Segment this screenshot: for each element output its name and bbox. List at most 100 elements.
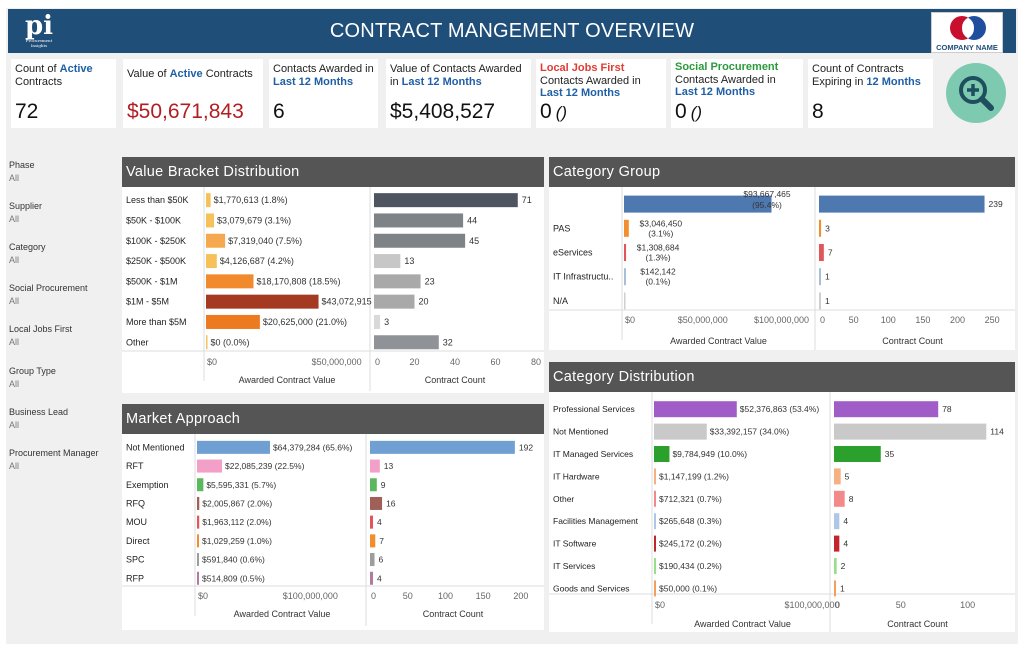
count-bar[interactable] xyxy=(370,478,377,492)
filter-procurement-manager[interactable]: Procurement Manager All xyxy=(9,448,99,471)
count-bar[interactable] xyxy=(834,535,840,552)
count-axis-tick: 80 xyxy=(531,357,541,367)
value-bar[interactable] xyxy=(197,459,223,473)
category-label: $250K - $500K xyxy=(126,256,186,266)
count-bar[interactable] xyxy=(374,233,466,248)
count-bar[interactable] xyxy=(370,459,380,473)
count-bar[interactable] xyxy=(834,468,841,485)
zoom-button[interactable] xyxy=(946,63,1006,123)
value-bar[interactable] xyxy=(197,553,199,567)
filter-label: Category xyxy=(9,242,46,252)
count-bar[interactable] xyxy=(374,213,464,228)
value-data-label: $43,072,915 (43.9%) xyxy=(322,297,406,307)
value-bar[interactable] xyxy=(654,423,707,440)
value-bar[interactable] xyxy=(206,314,260,329)
count-bar[interactable] xyxy=(819,219,822,237)
filter-value[interactable]: All xyxy=(9,461,20,471)
value-bar[interactable] xyxy=(654,558,656,574)
value-bar[interactable] xyxy=(197,515,200,529)
value-bar[interactable] xyxy=(197,496,200,510)
value-bar[interactable] xyxy=(624,219,629,237)
value-bar[interactable] xyxy=(197,478,204,492)
value-data-label: $190,434 (0.2%) xyxy=(659,561,722,571)
value-bar[interactable] xyxy=(206,335,208,350)
value-bar[interactable] xyxy=(197,440,270,454)
count-bar[interactable] xyxy=(374,335,439,350)
filter-group-type[interactable]: Group Type All xyxy=(9,366,56,389)
value-bar[interactable] xyxy=(206,274,254,289)
filter-value[interactable]: All xyxy=(9,255,20,265)
count-bar[interactable] xyxy=(374,314,381,329)
count-bar[interactable] xyxy=(374,193,518,208)
value-bar[interactable] xyxy=(624,268,626,286)
count-bar[interactable] xyxy=(370,440,515,454)
value-bar[interactable] xyxy=(206,294,319,309)
count-bar[interactable] xyxy=(370,515,374,529)
filter-category[interactable]: Category All xyxy=(9,242,46,265)
filter-social-procurement[interactable]: Social Procurement All xyxy=(9,283,88,306)
count-bar[interactable] xyxy=(374,254,401,269)
filter-value[interactable]: All xyxy=(9,420,20,430)
count-bar[interactable] xyxy=(834,580,836,597)
value-bar[interactable] xyxy=(654,535,656,552)
count-bar[interactable] xyxy=(370,553,375,567)
filter-business-lead[interactable]: Business Lead All xyxy=(9,407,68,430)
count-data-label: 35 xyxy=(885,449,895,459)
filter-value[interactable]: All xyxy=(9,214,20,224)
value-bar[interactable] xyxy=(206,254,217,269)
count-bar[interactable] xyxy=(370,571,374,585)
count-bar[interactable] xyxy=(834,446,881,462)
category-label: $100K - $250K xyxy=(126,236,186,246)
value-bar[interactable] xyxy=(206,233,226,248)
filter-local-jobs-first[interactable]: Local Jobs First All xyxy=(9,324,72,347)
count-bar[interactable] xyxy=(374,294,415,309)
count-bar[interactable] xyxy=(374,274,421,289)
value-bar[interactable] xyxy=(624,244,627,261)
count-bar[interactable] xyxy=(834,490,845,507)
filter-value[interactable]: All xyxy=(9,296,20,306)
value-bar[interactable] xyxy=(654,468,656,485)
count-data-label: 1 xyxy=(840,583,845,593)
count-bar[interactable] xyxy=(819,244,824,261)
value-bar[interactable] xyxy=(197,534,199,548)
filter-supplier[interactable]: Supplier All xyxy=(9,201,42,224)
value-bar[interactable] xyxy=(654,490,656,507)
count-data-label: 23 xyxy=(425,276,435,286)
filter-label: Supplier xyxy=(9,201,43,211)
kpi-awarded-count: Contacts Awarded in Last 12 Months 6 xyxy=(269,59,378,128)
value-data-label: $1,770,613 (1.8%) xyxy=(214,195,288,205)
filter-label: Business Lead xyxy=(9,407,69,417)
count-bar[interactable] xyxy=(819,195,985,213)
company-logo-icon xyxy=(950,16,986,40)
count-bar[interactable] xyxy=(834,558,837,574)
filter-label: Local Jobs First xyxy=(9,324,73,334)
value-bar[interactable] xyxy=(206,213,215,228)
count-bar[interactable] xyxy=(819,292,821,310)
kpi-expiring-contracts: Count of Contracts Expiring in 12 Months… xyxy=(808,59,933,128)
value-bar[interactable] xyxy=(654,446,670,462)
filter-value[interactable]: All xyxy=(9,173,20,183)
count-bar[interactable] xyxy=(834,423,987,440)
count-bar[interactable] xyxy=(370,496,383,510)
value-bar[interactable] xyxy=(654,513,656,530)
value-bar[interactable] xyxy=(624,195,772,213)
category-label: IT Services xyxy=(553,561,595,571)
value-bar[interactable] xyxy=(206,193,211,208)
value-bar[interactable] xyxy=(654,580,656,597)
count-bar[interactable] xyxy=(370,534,376,548)
panel-category-group: Category Group $93,667,465 (95.4%) 239 PAS $… xyxy=(549,157,1015,350)
panel-title: Category Group xyxy=(549,157,1015,187)
category-label: IT Managed Services xyxy=(553,449,633,459)
value-data-label: $1,147,199 (1.2%) xyxy=(659,471,729,481)
filter-phase[interactable]: Phase All xyxy=(9,160,35,183)
filter-value[interactable]: All xyxy=(9,379,20,389)
count-bar[interactable] xyxy=(819,268,821,286)
count-axis-tick: 20 xyxy=(409,357,419,367)
value-bar[interactable] xyxy=(624,292,626,310)
value-bar[interactable] xyxy=(197,571,199,585)
filter-value[interactable]: All xyxy=(9,337,20,347)
kpi-label-highlight: Active xyxy=(59,63,93,75)
value-bar[interactable] xyxy=(654,401,737,418)
count-bar[interactable] xyxy=(834,401,939,418)
count-bar[interactable] xyxy=(834,513,840,530)
